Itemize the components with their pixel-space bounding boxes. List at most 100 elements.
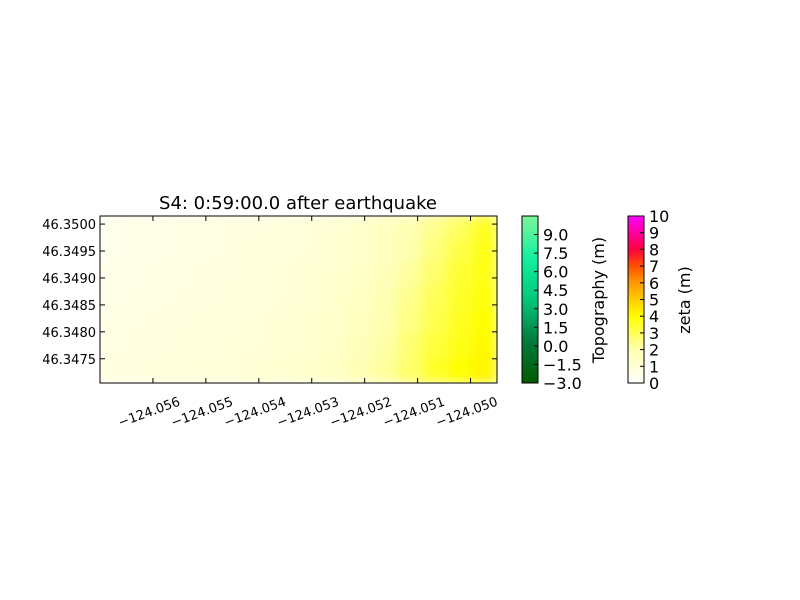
- heatmap-cell: [247, 334, 275, 361]
- heatmap-cell: [471, 310, 497, 337]
- heatmap-cell: [446, 262, 474, 289]
- heatmap-cell: [272, 262, 300, 289]
- topography-colorbar-ticks: 9.07.56.04.53.01.50.0−1.5−3.0: [534, 226, 582, 393]
- heatmap-cell: [173, 238, 201, 265]
- heatmap-cell: [123, 358, 151, 383]
- colorbar-tick-label: 4.5: [543, 281, 568, 300]
- heatmap-cell: [272, 358, 300, 383]
- heatmap-cell: [396, 358, 424, 383]
- y-axis: 46.3500 46.3495 46.3490 46.3485 46.3480 46.34…: [42, 218, 497, 368]
- colorbar-tick-label: 6.0: [543, 263, 568, 282]
- y-tick-label: 46.3475: [42, 353, 96, 368]
- plot-area: −124.056−124.055−124.054−124.053−124.052…: [42, 215, 500, 431]
- heatmap-cell: [421, 238, 449, 265]
- y-tick-label: 46.3500: [42, 218, 96, 233]
- heatmap-cell: [198, 358, 226, 383]
- heatmap-cell: [148, 310, 176, 337]
- heatmap-cell: [347, 310, 374, 337]
- heatmap-cell: [173, 216, 201, 241]
- heatmap-cell: [148, 286, 176, 313]
- colorbar-tick-label: −1.5: [543, 355, 582, 374]
- colorbar-tick-label: 2: [649, 341, 659, 360]
- heatmap-cell: [471, 216, 497, 241]
- heatmap-cell: [272, 310, 300, 337]
- heatmap-cell: [247, 358, 275, 383]
- colorbar-tick-label: 4: [649, 307, 659, 326]
- heatmap-cell: [198, 216, 226, 241]
- heatmap-cell: [371, 358, 399, 383]
- heatmap-cell: [347, 262, 374, 289]
- heatmap-cell: [421, 286, 449, 313]
- colorbar-tick-label: 3: [649, 324, 659, 343]
- colorbar-tick-label: 9: [649, 224, 659, 243]
- heatmap-cell: [446, 310, 474, 337]
- heatmap-cell: [371, 310, 399, 337]
- heatmap-cell: [223, 310, 250, 337]
- heatmap-cell: [123, 238, 151, 265]
- heatmap-cell: [322, 262, 350, 289]
- heatmap-cell: [123, 216, 151, 241]
- colorbar-tick-label: 0: [649, 374, 659, 393]
- colorbar-tick-label: 7.5: [543, 244, 568, 263]
- colorbar-tick-label: 3.0: [543, 300, 568, 319]
- heatmap-cell: [198, 238, 226, 265]
- heatmap-cell: [471, 238, 497, 265]
- heatmap-cell: [223, 286, 250, 313]
- heatmap-cell: [371, 262, 399, 289]
- heatmap-cell: [421, 310, 449, 337]
- heatmap-cell: [297, 358, 325, 383]
- heatmap-cell: [148, 238, 176, 265]
- heatmap-cell: [173, 334, 201, 361]
- heatmap-cell: [297, 262, 325, 289]
- heatmap-cell: [297, 286, 325, 313]
- heatmap-cell: [198, 286, 226, 313]
- heatmap-field: [100, 216, 497, 383]
- heatmap-cell: [297, 310, 325, 337]
- heatmap-cell: [223, 358, 250, 383]
- colorbar-tick-label: 6: [649, 274, 659, 293]
- topography-colorbar: 9.07.56.04.53.01.50.0−1.5−3.0 Topography…: [521, 215, 608, 393]
- heatmap-cell: [223, 262, 250, 289]
- heatmap-cell: [471, 286, 497, 313]
- heatmap-cell: [123, 286, 151, 313]
- heatmap-cell: [148, 262, 176, 289]
- heatmap-cell: [100, 262, 126, 289]
- heatmap-cell: [421, 358, 449, 383]
- colorbar-tick-label: 7: [649, 257, 659, 276]
- colorbar-tick-label: 0.0: [543, 337, 568, 356]
- colorbar-tick-label: −3.0: [543, 374, 582, 393]
- heatmap-cell: [100, 358, 126, 383]
- heatmap-cell: [297, 216, 325, 241]
- colorbar-tick-label: 1.5: [543, 318, 568, 337]
- heatmap-cell: [421, 334, 449, 361]
- heatmap-cell: [247, 286, 275, 313]
- heatmap-cell: [173, 310, 201, 337]
- heatmap-cell: [322, 238, 350, 265]
- heatmap-cell: [247, 238, 275, 265]
- heatmap-cell: [347, 358, 374, 383]
- heatmap-cell: [247, 216, 275, 241]
- heatmap-cell: [100, 334, 126, 361]
- heatmap-cell: [322, 286, 350, 313]
- colorbar-tick-label: 10: [649, 207, 669, 226]
- heatmap-cell: [471, 262, 497, 289]
- colorbar-tick-label: 9.0: [543, 226, 568, 245]
- heatmap-cell: [371, 238, 399, 265]
- heatmap-cell: [272, 216, 300, 241]
- heatmap-cell: [396, 216, 424, 241]
- heatmap-cell: [421, 262, 449, 289]
- heatmap-cell: [297, 238, 325, 265]
- heatmap-cell: [347, 286, 374, 313]
- heatmap-cell: [100, 286, 126, 313]
- heatmap-cell: [371, 216, 399, 241]
- heatmap-cell: [100, 238, 126, 265]
- heatmap-cell: [446, 334, 474, 361]
- y-tick-label: 46.3495: [42, 245, 96, 260]
- zeta-colorbar-label: zeta (m): [675, 266, 694, 333]
- heatmap-cell: [471, 358, 497, 383]
- heatmap-cell: [446, 238, 474, 265]
- heatmap-cell: [371, 334, 399, 361]
- topography-colorbar-bar: [521, 215, 539, 384]
- heatmap-cell: [421, 216, 449, 241]
